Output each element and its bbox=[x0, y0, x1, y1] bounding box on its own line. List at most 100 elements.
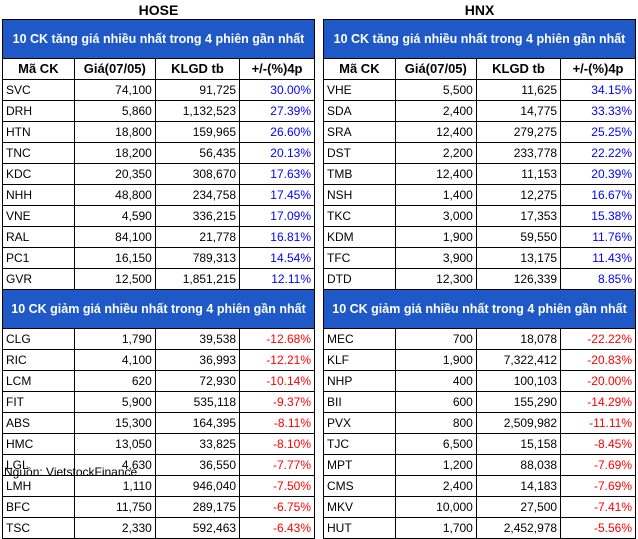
ticker-cell: KDM bbox=[323, 226, 396, 248]
change-cell: -11.11% bbox=[560, 412, 636, 434]
change-cell: -7.50% bbox=[239, 475, 315, 497]
price-cell: 2,400 bbox=[394, 100, 477, 122]
table-row: GVR 12,500 1,851,215 12.11% bbox=[2, 268, 315, 290]
ticker-cell: TJC bbox=[323, 433, 396, 455]
price-cell: 16,150 bbox=[73, 247, 156, 269]
change-cell: -7.69% bbox=[560, 454, 636, 476]
table-row: PC1 16,150 789,313 14.54% bbox=[2, 247, 315, 269]
change-cell: 25.25% bbox=[560, 121, 636, 143]
table-row: FIT 5,900 535,118 -9.37% bbox=[2, 391, 315, 413]
change-cell: -7.41% bbox=[560, 496, 636, 518]
change-cell: 26.60% bbox=[239, 121, 315, 143]
price-cell: 400 bbox=[394, 370, 477, 392]
volume-cell: 100,103 bbox=[475, 370, 562, 392]
volume-cell: 33,825 bbox=[154, 433, 241, 455]
price-cell: 1,200 bbox=[394, 454, 477, 476]
table-row: NSH 1,400 12,275 16.67% bbox=[323, 184, 636, 206]
table-row: VNE 4,590 336,215 17.09% bbox=[2, 205, 315, 227]
volume-cell: 36,550 bbox=[154, 454, 241, 476]
table-row: DRH 5,860 1,132,523 27.39% bbox=[2, 100, 315, 122]
price-cell: 4,590 bbox=[73, 205, 156, 227]
table-row: CMS 2,400 14,183 -7.69% bbox=[323, 475, 636, 497]
column-header: +/-(%)4p bbox=[239, 58, 315, 80]
ticker-cell: NHP bbox=[323, 370, 396, 392]
hnx-panel: HNX 10 CK tăng giá nhiều nhất trong 4 ph… bbox=[323, 2, 636, 539]
price-cell: 600 bbox=[394, 391, 477, 413]
price-cell: 11,750 bbox=[73, 496, 156, 518]
volume-cell: 91,725 bbox=[154, 79, 241, 101]
price-cell: 12,500 bbox=[73, 268, 156, 290]
change-cell: -20.83% bbox=[560, 349, 636, 371]
hnx-gainers-section-header: 10 CK tăng giá nhiều nhất trong 4 phiên … bbox=[323, 19, 636, 59]
change-cell: 17.09% bbox=[239, 205, 315, 227]
change-cell: -6.43% bbox=[239, 517, 315, 539]
change-cell: 20.39% bbox=[560, 163, 636, 185]
change-cell: -14.29% bbox=[560, 391, 636, 413]
table-row: LCM 620 72,930 -10.14% bbox=[2, 370, 315, 392]
table-row: MKV 10,000 27,500 -7.41% bbox=[323, 496, 636, 518]
change-cell: -8.11% bbox=[239, 412, 315, 434]
table-row: HTN 18,800 159,965 26.60% bbox=[2, 121, 315, 143]
table-row: TNC 18,200 56,435 20.13% bbox=[2, 142, 315, 164]
ticker-cell: SDA bbox=[323, 100, 396, 122]
ticker-cell: HUT bbox=[323, 517, 396, 539]
price-cell: 700 bbox=[394, 328, 477, 350]
column-header: Mã CK bbox=[2, 58, 75, 80]
change-cell: 34.15% bbox=[560, 79, 636, 101]
column-header: KLGD tb bbox=[154, 58, 241, 80]
table-row: CLG 1,790 39,538 -12.68% bbox=[2, 328, 315, 350]
price-cell: 3,900 bbox=[394, 247, 477, 269]
change-cell: -22.22% bbox=[560, 328, 636, 350]
hose-gainers-section-header: 10 CK tăng giá nhiều nhất trong 4 phiên … bbox=[2, 19, 315, 59]
price-cell: 6,500 bbox=[394, 433, 477, 455]
change-cell: -9.37% bbox=[239, 391, 315, 413]
volume-cell: 14,183 bbox=[475, 475, 562, 497]
column-header: +/-(%)4p bbox=[560, 58, 636, 80]
ticker-cell: VHE bbox=[323, 79, 396, 101]
ticker-cell: LCM bbox=[2, 370, 75, 392]
table-row: NHP 400 100,103 -20.00% bbox=[323, 370, 636, 392]
price-cell: 12,300 bbox=[394, 268, 477, 290]
change-cell: 8.85% bbox=[560, 268, 636, 290]
volume-cell: 946,040 bbox=[154, 475, 241, 497]
volume-cell: 14,775 bbox=[475, 100, 562, 122]
hose-exchange-title: HOSE bbox=[138, 2, 179, 18]
price-cell: 4,100 bbox=[73, 349, 156, 371]
price-cell: 2,400 bbox=[394, 475, 477, 497]
change-cell: -5.56% bbox=[560, 517, 636, 539]
volume-cell: 88,038 bbox=[475, 454, 562, 476]
price-cell: 800 bbox=[394, 412, 477, 434]
table-row: TSC 2,330 592,463 -6.43% bbox=[2, 517, 315, 539]
ticker-cell: MPT bbox=[323, 454, 396, 476]
price-cell: 1,900 bbox=[394, 226, 477, 248]
change-cell: 30.00% bbox=[239, 79, 315, 101]
ticker-cell: ABS bbox=[2, 412, 75, 434]
ticker-cell: CMS bbox=[323, 475, 396, 497]
ticker-cell: BFC bbox=[2, 496, 75, 518]
ticker-cell: RIC bbox=[2, 349, 75, 371]
price-cell: 5,500 bbox=[394, 79, 477, 101]
ticker-cell: NHH bbox=[2, 184, 75, 206]
ticker-cell: PC1 bbox=[2, 247, 75, 269]
table-row: MPT 1,200 88,038 -7.69% bbox=[323, 454, 636, 476]
price-cell: 12,400 bbox=[394, 163, 477, 185]
table-row: VHE 5,500 11,625 34.15% bbox=[323, 79, 636, 101]
table-row: RAL 84,100 21,778 16.81% bbox=[2, 226, 315, 248]
change-cell: 11.43% bbox=[560, 247, 636, 269]
table-row: KDC 20,350 308,670 17.63% bbox=[2, 163, 315, 185]
column-header: KLGD tb bbox=[475, 58, 562, 80]
volume-cell: 155,290 bbox=[475, 391, 562, 413]
table-row: ABS 15,300 164,395 -8.11% bbox=[2, 412, 315, 434]
change-cell: 33.33% bbox=[560, 100, 636, 122]
ticker-cell: SRA bbox=[323, 121, 396, 143]
change-cell: 20.13% bbox=[239, 142, 315, 164]
volume-cell: 27,500 bbox=[475, 496, 562, 518]
change-cell: -7.77% bbox=[239, 454, 315, 476]
change-cell: 11.76% bbox=[560, 226, 636, 248]
table-row: PVX 800 2,509,982 -11.11% bbox=[323, 412, 636, 434]
price-cell: 2,200 bbox=[394, 142, 477, 164]
table-row: HUT 1,700 2,452,978 -5.56% bbox=[323, 517, 636, 539]
ticker-cell: HMC bbox=[2, 433, 75, 455]
change-cell: 15.38% bbox=[560, 205, 636, 227]
price-cell: 84,100 bbox=[73, 226, 156, 248]
